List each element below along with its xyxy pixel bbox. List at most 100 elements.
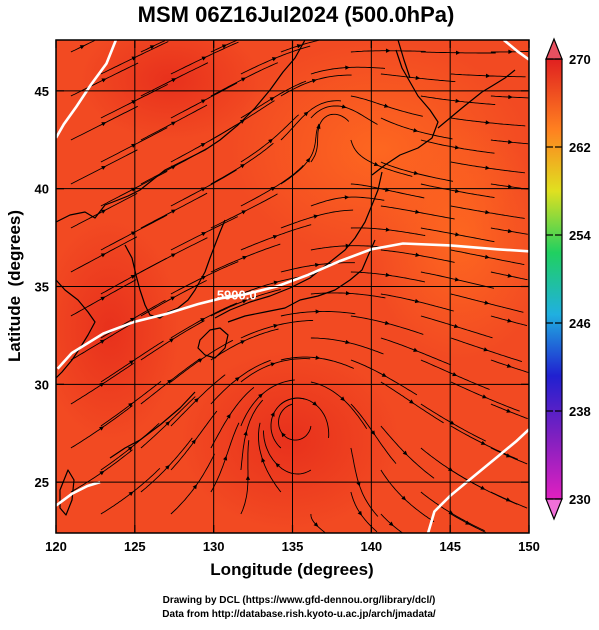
streamline-arrow (383, 103, 389, 108)
streamline-arrow (315, 262, 320, 268)
streamline-arrow (413, 128, 419, 133)
streamline-arrow (413, 170, 419, 176)
x-tick-label: 150 (518, 539, 540, 554)
colorbar-tick-label: 262 (569, 140, 591, 155)
streamline-arrow (258, 393, 263, 399)
streamline-arrow (268, 138, 273, 144)
streamline-arrow (165, 421, 171, 426)
streamline-arrow (381, 372, 387, 377)
streamline-arrow (385, 227, 391, 232)
streamline-arrow (345, 339, 351, 345)
streamline-arrow (234, 377, 240, 382)
streamline-arrow (485, 120, 491, 125)
colorbar-tick-label: 230 (569, 492, 591, 507)
streamline-arrow (373, 162, 379, 167)
streamline-arrow (508, 49, 513, 55)
x-tick-label: 140 (360, 539, 382, 554)
streamline-arrow (239, 119, 245, 124)
streamline-arrow (270, 411, 275, 417)
cool-patch (80, 40, 260, 140)
streamline-arrow (402, 450, 408, 456)
streamline-arrow (485, 73, 491, 78)
coastline-china (56, 279, 96, 379)
streamline-arrow (273, 280, 279, 285)
streamline-arrow (99, 426, 105, 431)
streamline-arrow (201, 275, 207, 280)
warm-patch (370, 120, 529, 360)
streamline-arrow (345, 243, 351, 249)
streamline-arrow (128, 402, 133, 408)
streamline-arrow (243, 430, 248, 436)
streamline-arrow (507, 228, 513, 234)
streamline-arrow (340, 396, 345, 402)
streamline-arrow (261, 457, 266, 463)
streamline-arrow (465, 520, 471, 525)
streamline-arrow (384, 320, 390, 325)
contour-line (56, 242, 529, 370)
y-tick-label: 30 (35, 377, 49, 392)
colorbar-min-triangle (545, 498, 563, 521)
streamline-arrow (482, 394, 488, 399)
streamline-arrow (100, 253, 106, 258)
coastline-asia (56, 40, 306, 223)
streamline-arrow (312, 401, 318, 406)
coastline-korea (124, 219, 226, 319)
y-axis-title: Latitude (degrees) (5, 210, 24, 362)
streamline-arrow (245, 475, 251, 480)
streamline-arrow (480, 440, 486, 445)
streamline-arrow (315, 309, 321, 314)
streamline-arrow (303, 111, 309, 117)
streamline-arrow (194, 397, 199, 403)
streamline-arrow (201, 56, 207, 61)
streamline-arrow (192, 484, 197, 490)
coastline-honshu-north (214, 171, 383, 319)
x-tick-label: 120 (45, 539, 67, 554)
contour-line (56, 40, 118, 139)
streamline-arrow (101, 209, 107, 214)
streamline-arrow (311, 78, 317, 84)
colorbar-max-triangle (545, 37, 563, 60)
streamline-arrow (345, 291, 351, 296)
streamline-arrow (129, 317, 135, 322)
streamline-arrow (385, 272, 391, 278)
streamline-arrow (454, 145, 460, 150)
x-tick-label: 125 (124, 539, 146, 554)
streamline-arrow (240, 163, 246, 169)
streamline-arrow (129, 360, 134, 365)
streamline-arrow (508, 139, 513, 145)
axis-ticks (55, 40, 530, 533)
gridlines (56, 40, 529, 533)
streamline-arrow (275, 462, 281, 468)
coastline-taiwan (59, 469, 75, 516)
streamline-arrow (415, 209, 420, 214)
streamline-arrow (101, 122, 107, 127)
streamline-arrow (452, 372, 458, 377)
streamline-arrow (455, 50, 461, 55)
colorbar-tick-label: 246 (569, 316, 591, 331)
streamline-arrow (415, 75, 421, 81)
contour-line (426, 428, 529, 533)
streamline-arrow (242, 255, 248, 260)
streamline-arrow (401, 495, 407, 501)
coastline-sakhalin (397, 40, 411, 79)
contour-line (56, 480, 101, 507)
streamline-arrow (454, 188, 460, 194)
coastline-ryukyu (109, 391, 196, 459)
streamline-arrow (99, 339, 105, 344)
streamline-arrow (170, 165, 176, 170)
streamline-arrow (356, 481, 361, 487)
streamline-arrow (170, 253, 176, 258)
streamline-arrow (200, 142, 206, 148)
streamline-arrow (170, 121, 176, 126)
streamline-arrow (242, 299, 248, 304)
streamline-arrow (100, 296, 106, 301)
streamline-arrow (269, 97, 275, 102)
streamline-arrow (171, 78, 177, 83)
streamline-arrow (505, 497, 511, 502)
streamline-arrow (483, 347, 489, 352)
streamline-arrow (506, 363, 512, 368)
streamline-arrow (370, 430, 376, 436)
cool-patch (180, 350, 400, 530)
streamline-arrow (127, 446, 133, 451)
x-tick-label: 135 (282, 539, 304, 554)
